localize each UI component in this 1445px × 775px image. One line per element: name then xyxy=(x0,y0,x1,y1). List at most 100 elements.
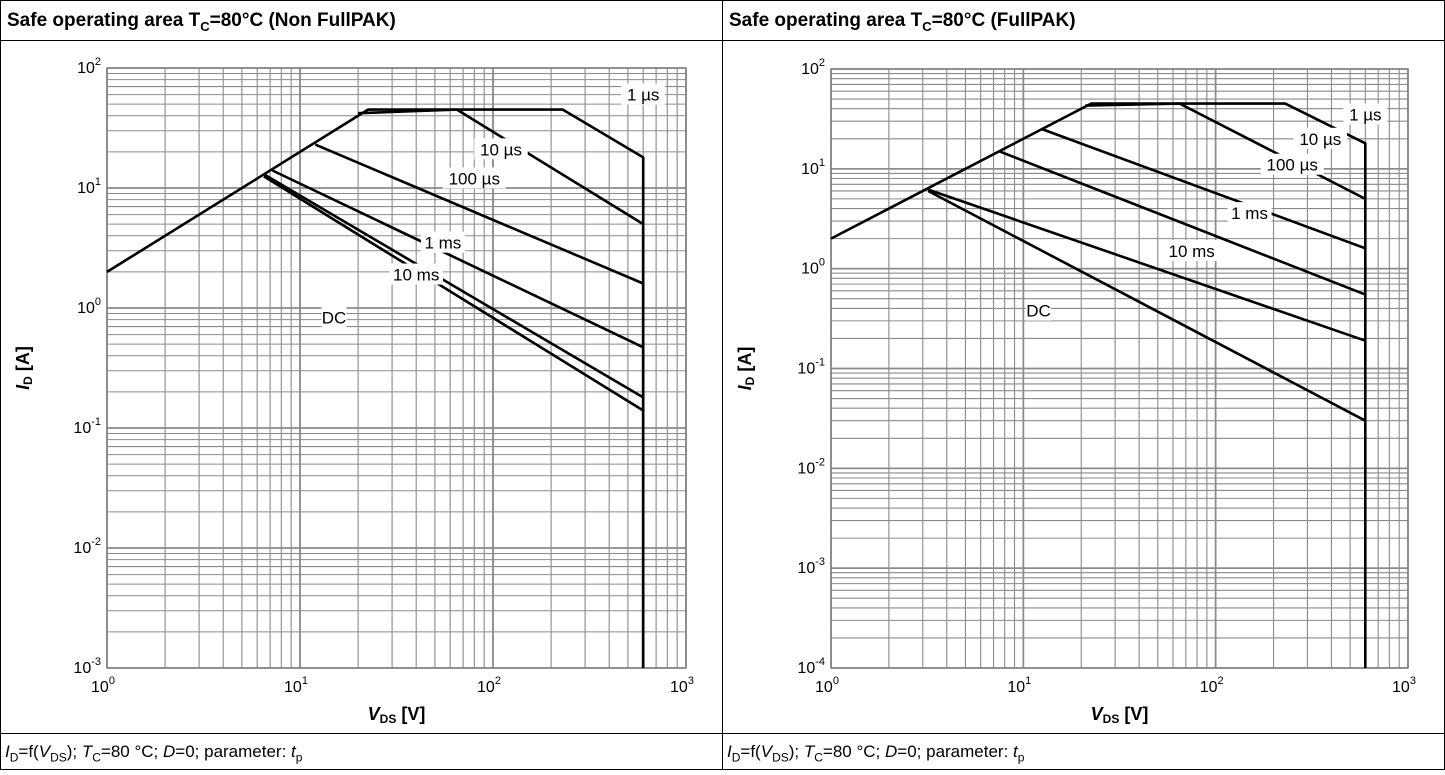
x-axis-title: VDS [V] xyxy=(368,704,426,726)
series-line xyxy=(263,173,644,399)
footer-tp: t xyxy=(1013,742,1018,761)
title-text: Safe operating area T xyxy=(7,10,201,31)
footer-id: I xyxy=(5,742,10,761)
series-line xyxy=(927,188,1366,342)
series-group xyxy=(106,108,645,668)
y-tick-label: 102 xyxy=(77,56,101,77)
footer-v: V xyxy=(38,742,51,761)
series-label-bg xyxy=(321,306,347,328)
title-text-rest: =80°C (FullPAK) xyxy=(931,10,1076,31)
series-line xyxy=(927,189,1366,422)
series-label-text: 1 µs xyxy=(627,86,659,105)
y-tick-label: 10-2 xyxy=(73,536,101,557)
series-label-bg xyxy=(1164,240,1219,262)
series-label-text: 1 ms xyxy=(424,234,461,253)
soa-chart-non-fullpak: 100 101 102 103 10-3 10-2 10-1 100 101 102 VDS [V]… xyxy=(13,56,694,726)
series-label-bg xyxy=(420,231,465,253)
footer-eq: =f( xyxy=(740,742,761,761)
y-axis-title: ID [A] xyxy=(13,346,35,390)
series-label-text: 10 ms xyxy=(1168,242,1214,261)
series-label-text: 100 µs xyxy=(449,169,500,188)
footer-sep1: ); xyxy=(66,742,82,761)
series-label-bg xyxy=(474,138,528,160)
footer-v-sub: DS xyxy=(772,750,789,765)
y-tick-label: 101 xyxy=(801,157,825,178)
series-label: 1 µs xyxy=(1343,103,1388,125)
x-tick-label: 102 xyxy=(1200,675,1224,696)
plot-frame xyxy=(830,68,1409,669)
series-label-text: DC xyxy=(1026,302,1051,321)
series-label: 1 µs xyxy=(621,83,666,105)
series-label: 1 ms xyxy=(1227,202,1272,224)
footer-id-sub: D xyxy=(731,750,741,765)
footer-id-sub: D xyxy=(9,750,19,765)
soa-chart-fullpak: 100 101 102 103 10-4 10-3 10-2 10-1 100 101 102 VDS… xyxy=(735,57,1416,726)
y-tick-label: 101 xyxy=(77,176,101,197)
title-text: Safe operating area T xyxy=(729,10,923,31)
footer-v: V xyxy=(760,742,773,761)
series-label: 10 ms xyxy=(389,263,443,285)
series-label: 10 ms xyxy=(1164,240,1219,262)
panel-footer: ID=f(VDS); TC=80 °C; D=0; parameter: tp xyxy=(723,733,1444,769)
y-tick-label: 100 xyxy=(77,296,101,317)
y-tick-label: 10-3 xyxy=(797,556,825,577)
series-label-text: 1 µs xyxy=(1349,106,1381,125)
series-line xyxy=(998,150,1366,296)
series-line xyxy=(1041,127,1366,250)
x-tick-label: 101 xyxy=(284,675,308,696)
y-tick-label: 10-1 xyxy=(73,416,101,437)
x-axis-title: VDS [V] xyxy=(1091,704,1149,726)
y-axis-title: ID [A] xyxy=(735,347,757,391)
y-tick-label: 10-3 xyxy=(73,656,101,677)
series-label-bg xyxy=(442,167,506,189)
footer-temp: =80 °C; xyxy=(822,742,885,761)
panel-footer: ID=f(VDS); TC=80 °C; D=0; parameter: tp xyxy=(1,733,722,769)
y-tick-label: 10-1 xyxy=(797,357,825,378)
y-tick-label: 10-2 xyxy=(797,456,825,477)
series-label: DC xyxy=(321,306,347,328)
series-label-bg xyxy=(1260,153,1324,175)
series-label: 100 µs xyxy=(1260,153,1324,175)
series-label-text: 1 ms xyxy=(1231,204,1268,223)
x-tick-label: 101 xyxy=(1007,675,1031,696)
series-label: 10 µs xyxy=(1293,127,1348,149)
footer-d: D xyxy=(885,742,898,761)
series-label-text: 10 µs xyxy=(1299,130,1341,149)
series-label: 1 ms xyxy=(420,231,465,253)
footer-d: D xyxy=(163,742,176,761)
x-tick-label: 103 xyxy=(1392,675,1416,696)
series-line xyxy=(263,175,644,412)
series-line xyxy=(358,108,645,668)
series-label: 10 µs xyxy=(474,138,528,160)
series-label-text: 100 µs xyxy=(1267,156,1318,175)
title-subscript: C xyxy=(200,18,210,34)
x-tick-label: 100 xyxy=(815,675,839,696)
footer-tp-sub: p xyxy=(1017,750,1025,765)
x-tick-label: 100 xyxy=(91,675,115,696)
title-subscript: C xyxy=(922,18,932,34)
x-tick-label: 103 xyxy=(670,675,694,696)
series-label-text: 10 ms xyxy=(393,266,439,285)
footer-v-sub: DS xyxy=(50,750,67,765)
grid xyxy=(106,67,687,669)
y-tick-label: 100 xyxy=(801,257,825,278)
footer-t: T xyxy=(81,742,93,761)
footer-eq: =f( xyxy=(18,742,39,761)
series-label-bg xyxy=(1227,202,1272,224)
series-label: 100 µs xyxy=(442,167,506,189)
footer-tp-sub: p xyxy=(295,750,303,765)
series-label-bg xyxy=(1026,299,1052,321)
y-tick-label: 10-4 xyxy=(797,656,825,677)
panel-fullpak: Safe operating area TC=80°C (FullPAK) 10… xyxy=(722,0,1445,770)
series-line xyxy=(830,102,1367,668)
series-label-bg xyxy=(1293,127,1348,149)
footer-sep1: ); xyxy=(788,742,804,761)
panel-title: Safe operating area TC=80°C (FullPAK) xyxy=(723,1,1444,41)
y-tick-label: 102 xyxy=(801,57,825,78)
panel-title: Safe operating area TC=80°C (Non FullPAK… xyxy=(1,1,722,41)
series-label: DC xyxy=(1026,299,1052,321)
series-line xyxy=(271,169,644,349)
series-label-bg xyxy=(1343,103,1388,125)
panel-non-fullpak: Safe operating area TC=80°C (Non FullPAK… xyxy=(0,0,723,770)
